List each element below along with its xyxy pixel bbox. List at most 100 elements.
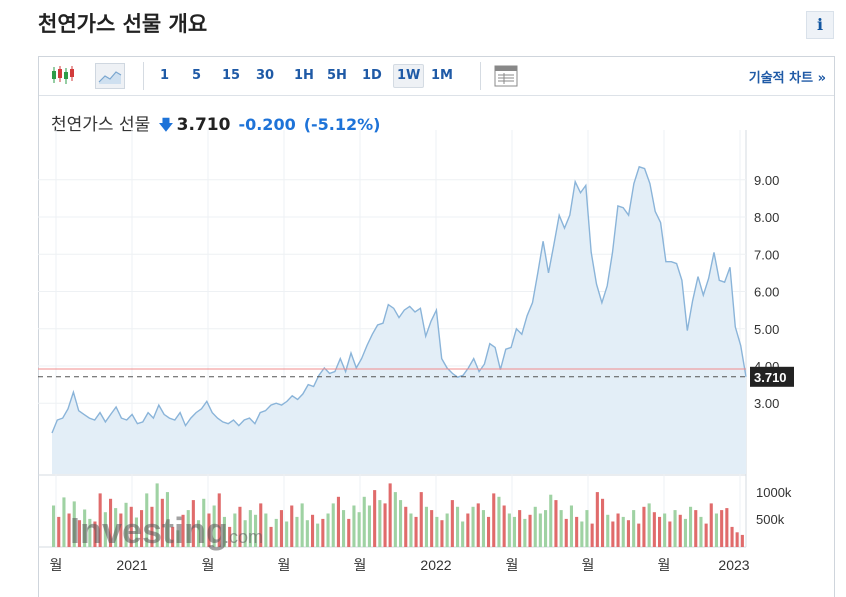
volume-bar xyxy=(601,498,605,547)
volume-bar xyxy=(295,516,299,548)
timeframe-button-1w[interactable]: 1W xyxy=(393,64,425,88)
x-axis-tick-label: 월 xyxy=(354,557,367,573)
volume-bar xyxy=(683,518,687,547)
volume-bar xyxy=(103,512,107,547)
price-series-line xyxy=(51,165,747,434)
price-chart[interactable]: 3.004.005.006.007.008.009.003.7101000k50… xyxy=(38,130,846,587)
volume-bar xyxy=(285,521,289,547)
volume-bar xyxy=(595,492,599,547)
volume-bar xyxy=(119,513,123,547)
volume-bar xyxy=(233,513,237,547)
volume-bar xyxy=(575,516,579,548)
volume-bar xyxy=(176,530,180,548)
volume-bar xyxy=(300,503,304,547)
volume-bar xyxy=(88,518,92,547)
volume-bar xyxy=(518,510,522,547)
volume-bar xyxy=(450,500,454,547)
volume-bar xyxy=(279,510,283,547)
candlestick-chart-icon[interactable] xyxy=(49,63,75,87)
volume-bar xyxy=(378,500,382,547)
toolbar-separator xyxy=(480,62,481,90)
volume-bar xyxy=(471,506,475,547)
timeframe-button-1m[interactable]: 1M xyxy=(431,68,453,83)
volume-bar xyxy=(316,523,320,547)
volume-bar xyxy=(98,493,102,547)
timeframe-button-5[interactable]: 5 xyxy=(192,68,202,83)
volume-bar xyxy=(414,516,418,548)
volume-bar xyxy=(409,513,413,547)
volume-bar xyxy=(331,503,335,547)
volume-bar xyxy=(544,510,548,547)
volume-bar xyxy=(725,508,729,547)
chart-toolbar: 1 5 15 30 1H 5H 1D 1W 1M 기술적 차트 » xyxy=(39,57,834,96)
volume-bar xyxy=(497,496,501,548)
volume-bar xyxy=(538,513,542,547)
volume-bar xyxy=(740,534,744,547)
volume-bar xyxy=(347,518,351,547)
volume-bar xyxy=(637,523,641,547)
volume-bar xyxy=(248,510,252,547)
volume-bar xyxy=(155,483,159,547)
y-axis-tick-label: 5.00 xyxy=(754,322,779,337)
y-axis-tick-label: 3.00 xyxy=(754,396,779,411)
volume-bar xyxy=(357,512,361,547)
volume-bar xyxy=(507,513,511,547)
volume-bar xyxy=(145,493,149,547)
volume-bar xyxy=(430,510,434,547)
x-axis-tick-label: 월 xyxy=(582,557,595,573)
volume-bar xyxy=(626,520,630,547)
volume-bar xyxy=(134,517,138,547)
volume-bar xyxy=(699,516,703,548)
timeframe-button-15[interactable]: 15 xyxy=(222,68,241,83)
volume-bar xyxy=(160,498,164,547)
volume-bar xyxy=(399,500,403,547)
volume-bar xyxy=(93,521,97,547)
timeframe-button-1h[interactable]: 1H xyxy=(294,68,314,83)
volume-bar xyxy=(533,506,537,547)
down-arrow-icon: 🡇 xyxy=(158,116,174,134)
volume-bar xyxy=(632,510,636,547)
volume-bar xyxy=(720,510,724,547)
volume-bar xyxy=(673,510,677,547)
volume-bar xyxy=(466,513,470,547)
timeframe-button-5h[interactable]: 5H xyxy=(327,68,347,83)
x-axis-tick-label: 2022 xyxy=(420,557,451,573)
area-chart-icon[interactable] xyxy=(95,63,125,89)
volume-bar xyxy=(212,505,216,547)
volume-bar xyxy=(367,505,371,547)
volume-bar xyxy=(83,509,87,547)
volume-bar xyxy=(714,513,718,547)
volume-bar xyxy=(207,513,211,547)
instrument-name: 천연가스 선물 xyxy=(51,115,151,135)
volume-bar xyxy=(611,521,615,547)
volume-bar xyxy=(269,526,273,547)
volume-bar xyxy=(393,492,397,547)
volume-bar xyxy=(606,514,610,547)
volume-bar xyxy=(642,506,646,547)
volume-bar xyxy=(435,516,439,548)
investing-watermark: Investing xyxy=(70,510,228,551)
technical-chart-link[interactable]: 기술적 차트 » xyxy=(748,71,826,86)
info-button[interactable]: i xyxy=(806,11,834,39)
volume-bar xyxy=(569,505,573,547)
volume-bar xyxy=(129,506,133,547)
table-view-icon[interactable] xyxy=(494,65,518,87)
volume-bar xyxy=(668,521,672,547)
quote-header: 천연가스 선물 🡇 3.710 -0.200 (-5.12%) xyxy=(51,110,380,140)
volume-bar xyxy=(336,496,340,548)
y-axis-tick-label: 6.00 xyxy=(754,285,779,300)
timeframe-button-1d[interactable]: 1D xyxy=(362,68,382,83)
volume-bar xyxy=(481,510,485,547)
volume-bar xyxy=(52,505,56,547)
volume-bar xyxy=(487,516,491,548)
volume-bar xyxy=(228,526,232,547)
volume-bar xyxy=(114,508,118,547)
volume-bar xyxy=(512,516,516,548)
timeframe-button-30[interactable]: 30 xyxy=(256,68,275,83)
volume-bar xyxy=(124,502,128,547)
x-axis-tick-label: 2021 xyxy=(116,557,147,573)
timeframe-button-1[interactable]: 1 xyxy=(160,68,170,83)
current-price-tag xyxy=(750,366,794,387)
volume-bar xyxy=(197,520,201,547)
volume-bar xyxy=(222,516,226,548)
